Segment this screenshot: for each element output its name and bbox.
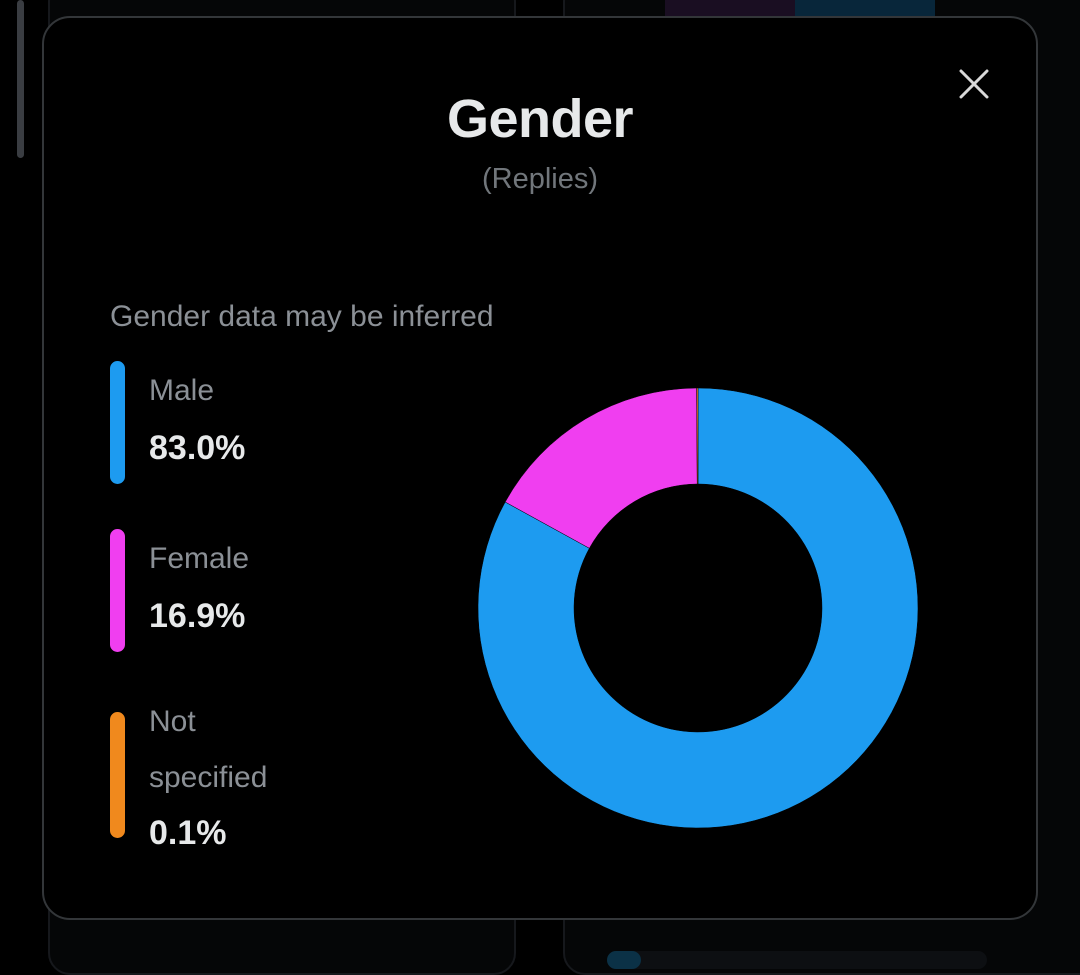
legend-label-not-specified: Not specified bbox=[149, 705, 268, 794]
legend-value-not-specified: 0.1% bbox=[149, 814, 227, 852]
modal-title: Gender bbox=[446, 89, 634, 149]
close-button[interactable] bbox=[952, 62, 996, 106]
gender-donut-chart bbox=[477, 387, 919, 829]
donut-slice-male[interactable] bbox=[477, 387, 919, 829]
background-progress-track bbox=[607, 951, 987, 969]
legend-label-male: Male bbox=[149, 374, 215, 407]
legend-label-female: Female bbox=[149, 542, 250, 575]
legend-swatch-female bbox=[110, 529, 125, 652]
close-icon bbox=[959, 69, 989, 99]
legend-swatch-male bbox=[110, 361, 125, 484]
donut-slice-not-specified[interactable] bbox=[696, 387, 699, 485]
legend-value-female: 16.9% bbox=[149, 597, 246, 635]
background-scrollbar[interactable] bbox=[17, 0, 24, 158]
legend-value-male: 83.0% bbox=[149, 429, 246, 467]
background-chart-fragment bbox=[665, 0, 935, 20]
modal-subtitle: (Replies) bbox=[481, 163, 599, 195]
legend-swatch-not-specified bbox=[110, 712, 125, 838]
gender-modal: Gender (Replies) Gender data may be infe… bbox=[42, 16, 1038, 920]
background-progress-fill bbox=[607, 951, 641, 969]
inferred-note: Gender data may be inferred bbox=[110, 300, 494, 333]
